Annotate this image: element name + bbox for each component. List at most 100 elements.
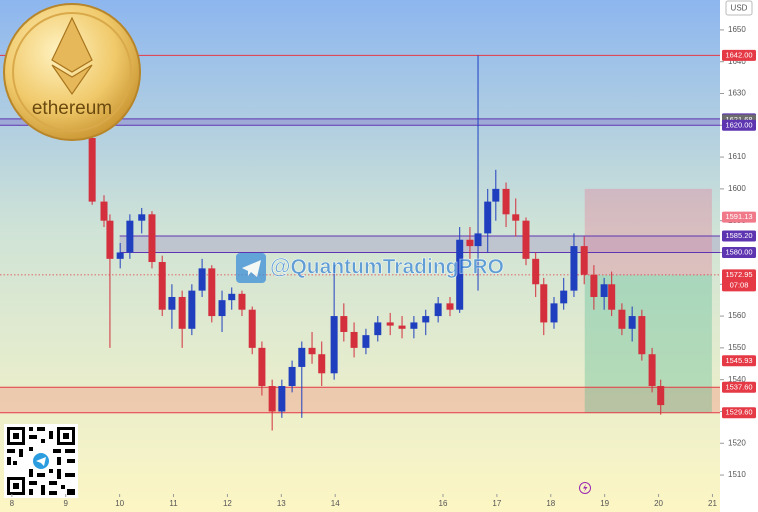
level-label-box bbox=[722, 211, 756, 223]
candle-body bbox=[410, 322, 418, 329]
axes: USD 151015201530154015501560157015801590… bbox=[10, 0, 756, 508]
qr-finder-core bbox=[13, 433, 19, 439]
candle-body bbox=[362, 335, 370, 348]
candle-body bbox=[474, 233, 482, 247]
eth-diamond-bottom bbox=[51, 64, 93, 96]
candle-body bbox=[600, 284, 608, 297]
y-tick-label: 1520 bbox=[728, 438, 746, 447]
candles bbox=[88, 55, 665, 431]
level-label-box bbox=[722, 355, 756, 367]
x-tick-label: 12 bbox=[223, 499, 232, 508]
candle-body bbox=[218, 300, 226, 317]
candle-body bbox=[100, 201, 108, 221]
countdown: 07:08 bbox=[730, 280, 749, 289]
watermark-group: @QuantumTradingPRO bbox=[236, 253, 504, 283]
candle-body bbox=[657, 386, 665, 406]
candle-body bbox=[386, 322, 394, 326]
level-label: 1591.13 bbox=[725, 212, 752, 221]
y-tick-label: 1540 bbox=[728, 375, 746, 384]
zones bbox=[0, 118, 720, 413]
candle-body bbox=[288, 366, 296, 387]
y-tick-label: 1600 bbox=[728, 184, 746, 193]
candle-body bbox=[138, 214, 146, 221]
event-bolt bbox=[583, 484, 588, 492]
watermark: @QuantumTradingPRO bbox=[270, 256, 504, 279]
candle-body bbox=[422, 316, 430, 323]
y-tick-label: 1510 bbox=[728, 470, 746, 479]
candle-body bbox=[116, 252, 124, 259]
candle-body bbox=[148, 214, 156, 263]
y-tick-label: 1550 bbox=[728, 343, 746, 352]
ethereum-logo: ethereum bbox=[3, 3, 141, 141]
candle-body bbox=[522, 220, 530, 259]
level-label-box bbox=[722, 246, 756, 258]
x-tick-label: 19 bbox=[600, 499, 609, 508]
candle-body bbox=[198, 268, 206, 291]
candle-body bbox=[502, 188, 510, 215]
candle-body bbox=[560, 290, 568, 304]
stop-area bbox=[584, 188, 712, 275]
x-tick-label: 18 bbox=[546, 499, 555, 508]
level-label-box bbox=[722, 230, 756, 242]
zone bbox=[119, 235, 720, 253]
level-label: 1545.93 bbox=[725, 356, 752, 365]
candle-body bbox=[126, 220, 134, 253]
candle-body bbox=[434, 303, 442, 317]
candle-body bbox=[492, 188, 500, 202]
zone bbox=[0, 387, 720, 413]
eth-diamond-top bbox=[51, 16, 93, 73]
target-area bbox=[584, 274, 712, 413]
level-label-box bbox=[722, 269, 756, 292]
x-tick-label: 20 bbox=[654, 499, 663, 508]
candle-body bbox=[590, 274, 598, 297]
level-label: 1537.60 bbox=[725, 382, 752, 391]
candle-body bbox=[350, 331, 358, 348]
candle-body bbox=[258, 347, 266, 387]
candle-body bbox=[618, 309, 626, 329]
candle-body bbox=[330, 316, 338, 374]
candle-body bbox=[638, 316, 646, 355]
level-label: 1580.00 bbox=[725, 247, 752, 256]
level-label-box bbox=[722, 407, 756, 419]
currency-box[interactable] bbox=[725, 0, 753, 16]
position-box bbox=[584, 188, 712, 413]
x-tick-label: 8 bbox=[10, 499, 15, 508]
level-label: 1572.95 bbox=[725, 270, 752, 279]
candle-body bbox=[208, 268, 216, 317]
level-label: 1585.20 bbox=[725, 231, 752, 240]
candle-body bbox=[178, 296, 186, 329]
candle-body bbox=[532, 258, 540, 285]
y-tick-label: 1610 bbox=[728, 152, 746, 161]
candle-body bbox=[228, 293, 236, 301]
candle-body bbox=[398, 325, 406, 329]
candle-body bbox=[456, 239, 464, 310]
level-label: 1620.00 bbox=[725, 120, 752, 129]
telegram-plane bbox=[242, 260, 261, 277]
x-tick-label: 11 bbox=[169, 499, 178, 508]
candle-body bbox=[374, 322, 382, 336]
x-tick-label: 13 bbox=[277, 499, 286, 508]
candle-body bbox=[308, 347, 316, 355]
candle-body bbox=[648, 354, 656, 387]
y-tick-label: 1560 bbox=[728, 311, 746, 320]
qr-finder-core bbox=[63, 433, 69, 439]
candle-body bbox=[88, 138, 96, 202]
x-tick-label: 9 bbox=[64, 499, 69, 508]
candle-body bbox=[268, 386, 276, 412]
candle-body bbox=[484, 201, 492, 234]
qr-telegram-plane bbox=[36, 457, 46, 466]
coin-rim bbox=[12, 12, 132, 132]
y-tick-label: 1640 bbox=[728, 57, 746, 66]
event-marker[interactable] bbox=[579, 482, 591, 494]
level-label: 1529.60 bbox=[725, 408, 752, 417]
level-label-box bbox=[722, 119, 756, 131]
candle-body bbox=[188, 290, 196, 329]
candle-body bbox=[550, 303, 558, 323]
qr-code bbox=[4, 424, 78, 498]
y-tick-label: 1630 bbox=[728, 89, 746, 98]
level-label-box bbox=[722, 381, 756, 393]
candle-body bbox=[168, 296, 176, 310]
logo-text: ethereum bbox=[32, 98, 112, 119]
lightning-icon[interactable] bbox=[579, 482, 591, 494]
